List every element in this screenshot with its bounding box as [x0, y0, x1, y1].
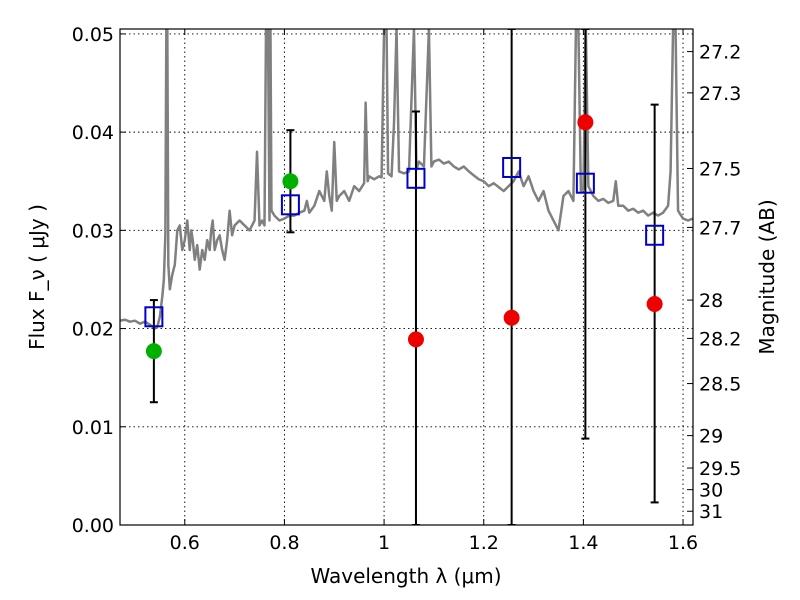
circle-marker: [282, 173, 299, 190]
x-tick-label: 0.6: [170, 532, 200, 554]
x-tick-label: 1: [378, 532, 390, 554]
square-marker: [502, 156, 522, 178]
circle-marker: [407, 331, 424, 348]
x-tick-label: 1.6: [668, 532, 698, 554]
y-tick-label: 0.02: [72, 319, 114, 341]
y2-tick-label: 30: [699, 480, 723, 502]
square-marker: [280, 194, 300, 216]
x-tick-label: 1.4: [568, 532, 598, 554]
y2-tick-label: 28: [699, 290, 723, 312]
x-tick-label: 1.2: [469, 532, 499, 554]
y2-tick-label: 27.2: [699, 42, 741, 64]
axis-ticks: [120, 29, 693, 526]
y2-tick-label: 27.3: [699, 83, 741, 105]
model-spectrum: [120, 29, 693, 330]
square-marker: [406, 167, 426, 189]
tick-labels: 0.6 0.8 1 1.2 1.4 1.6 0.00 0.01 0.02 0.03 0.04 0.05…: [72, 24, 742, 554]
y2-tick-label: 29: [699, 426, 723, 448]
y2-tick-label: 28.5: [699, 374, 741, 396]
spectrum-line: [120, 29, 693, 330]
circle-marker: [503, 309, 520, 326]
y2-axis-title: Magnitude (AB): [755, 199, 779, 354]
circle-marker: [145, 343, 162, 360]
square-marker: [645, 224, 665, 246]
y2-tick-label: 27.5: [699, 158, 741, 180]
y-tick-label: 0.04: [72, 122, 114, 144]
x-tick-label: 0.8: [269, 532, 299, 554]
square-marker: [144, 306, 164, 328]
y-tick-label: 0.00: [72, 515, 114, 537]
y-tick-label: 0.01: [72, 417, 114, 439]
error-bars: [149, 29, 659, 525]
y2-tick-label: 31: [699, 501, 723, 523]
plot-frame: [119, 28, 694, 526]
y2-tick-label: 27.7: [699, 217, 741, 239]
x-axis-title: Wavelength λ (μm): [310, 564, 501, 588]
square-marker: [575, 172, 595, 194]
y-axis-title: Flux F_ν ( μJy ): [25, 204, 49, 350]
circle-marker: [577, 114, 594, 131]
data-markers: [144, 114, 665, 360]
circle-marker: [646, 296, 663, 313]
y2-tick-label: 28.2: [699, 328, 741, 350]
y-tick-label: 0.03: [72, 220, 114, 242]
y2-tick-label: 29.5: [699, 458, 741, 480]
y-tick-label: 0.05: [72, 24, 114, 46]
grid-lines: [120, 29, 693, 526]
